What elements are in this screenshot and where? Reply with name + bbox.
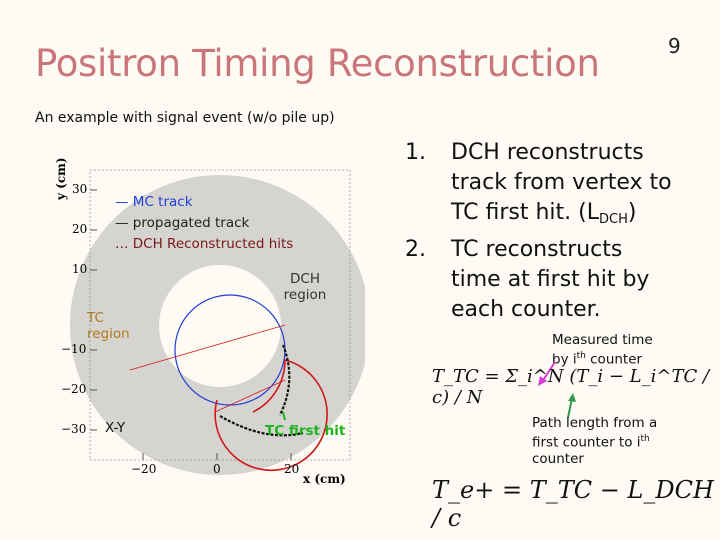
y-tick: −20 bbox=[61, 382, 87, 396]
dch-hits bbox=[219, 344, 304, 437]
step-1-line-3: TC first hit. (LDCH) bbox=[451, 198, 672, 235]
measured-time-line-1: Measured time bbox=[552, 332, 653, 348]
legend-dch-hits: … DCH Reconstructed hits bbox=[115, 236, 294, 252]
x-axis bbox=[142, 453, 292, 460]
propagated-track-chord-2 bbox=[214, 379, 286, 413]
event-display-svg bbox=[69, 169, 365, 475]
step-1-number: 1. bbox=[405, 140, 426, 165]
plot-frame bbox=[89, 169, 351, 461]
measured-time-note: Measured time by ith counter bbox=[552, 332, 653, 368]
step-1: 1. DCH reconstructs track from vertex to… bbox=[405, 138, 672, 235]
y-tick: −30 bbox=[61, 422, 87, 436]
step-2-line-2: time at first hit by bbox=[451, 267, 650, 292]
propagated-track bbox=[214, 358, 328, 472]
step-2-line-3: each counter. bbox=[451, 297, 601, 322]
path-length-arrowhead bbox=[568, 393, 576, 402]
measured-time-arrow bbox=[541, 361, 556, 383]
steps-list: 1. DCH reconstructs track from vertex to… bbox=[405, 138, 672, 325]
path-length-note: Path length from a first counter to ith … bbox=[532, 415, 657, 467]
view-label: X-Y bbox=[105, 420, 126, 436]
measured-time-line-2-sup: th bbox=[576, 351, 586, 361]
dch-region-label: DCH region bbox=[283, 271, 327, 303]
tc-first-hit-marker bbox=[282, 411, 286, 421]
step-2-number: 2. bbox=[405, 237, 426, 262]
y-axis-label: y (cm) bbox=[54, 157, 68, 200]
measured-time-line-2: by ith counter bbox=[552, 348, 653, 368]
y-axis bbox=[90, 189, 97, 431]
te-formula-text: T_e+ = T_TC − L_DCH / c bbox=[432, 476, 714, 532]
path-length-line-1: Path length from a bbox=[532, 415, 658, 431]
page-number: 9 bbox=[668, 34, 681, 58]
step-1-line-2: track from vertex to bbox=[451, 170, 672, 195]
annotation-arrows bbox=[538, 361, 576, 419]
tc-region-label: TC region bbox=[87, 310, 130, 342]
dch-region-ring bbox=[69, 175, 365, 475]
y-tick: 30 bbox=[72, 182, 88, 196]
step-1-line-3-prefix: TC first hit. (L bbox=[451, 200, 599, 225]
x-axis-label: x (cm) bbox=[303, 472, 346, 486]
step-1-line-3-suffix: ) bbox=[627, 200, 637, 225]
path-length-line-2: first counter to ith bbox=[532, 431, 657, 451]
propagated-track-chord bbox=[129, 324, 286, 371]
y-tick: −10 bbox=[61, 342, 87, 356]
x-tick: 0 bbox=[213, 462, 221, 476]
step-2: 2. TC reconstructs time at first hit by … bbox=[405, 235, 672, 325]
step-2-line-1: TC reconstructs bbox=[451, 237, 623, 262]
path-length-line-2-prefix: first counter to i bbox=[532, 434, 641, 451]
step-1-line-1: DCH reconstructs bbox=[451, 140, 644, 165]
slide-title: Positron Timing Reconstruction bbox=[35, 42, 600, 85]
y-tick: 10 bbox=[72, 262, 88, 276]
ttc-formula-text: T_TC = Σ_i^N (T_i − L_i^TC / c) / N bbox=[432, 366, 710, 408]
event-display-figure: — MC track — propagated track … DCH Reco… bbox=[35, 150, 365, 495]
ttc-formula: T_TC = Σ_i^N (T_i − L_i^TC / c) / N bbox=[432, 366, 720, 408]
legend-mc-track: — MC track bbox=[115, 194, 193, 210]
path-length-line-2-sup: th bbox=[640, 434, 650, 444]
measured-time-line-2-suffix: counter bbox=[585, 351, 643, 368]
tc-first-hit-label: TC first hit bbox=[265, 423, 346, 439]
step-1-line-3-sub: DCH bbox=[599, 212, 628, 227]
y-tick: 20 bbox=[72, 222, 88, 236]
te-formula: T_e+ = T_TC − L_DCH / c bbox=[432, 476, 720, 532]
slide-subtitle: An example with signal event (w/o pile u… bbox=[35, 110, 335, 126]
x-tick: 20 bbox=[284, 462, 300, 476]
legend-propagated-track: — propagated track bbox=[115, 215, 250, 231]
x-tick: −20 bbox=[131, 462, 157, 476]
measured-time-arrowhead bbox=[538, 376, 547, 386]
measured-time-line-2-prefix: by i bbox=[552, 351, 577, 368]
path-length-line-3: counter bbox=[532, 450, 584, 467]
